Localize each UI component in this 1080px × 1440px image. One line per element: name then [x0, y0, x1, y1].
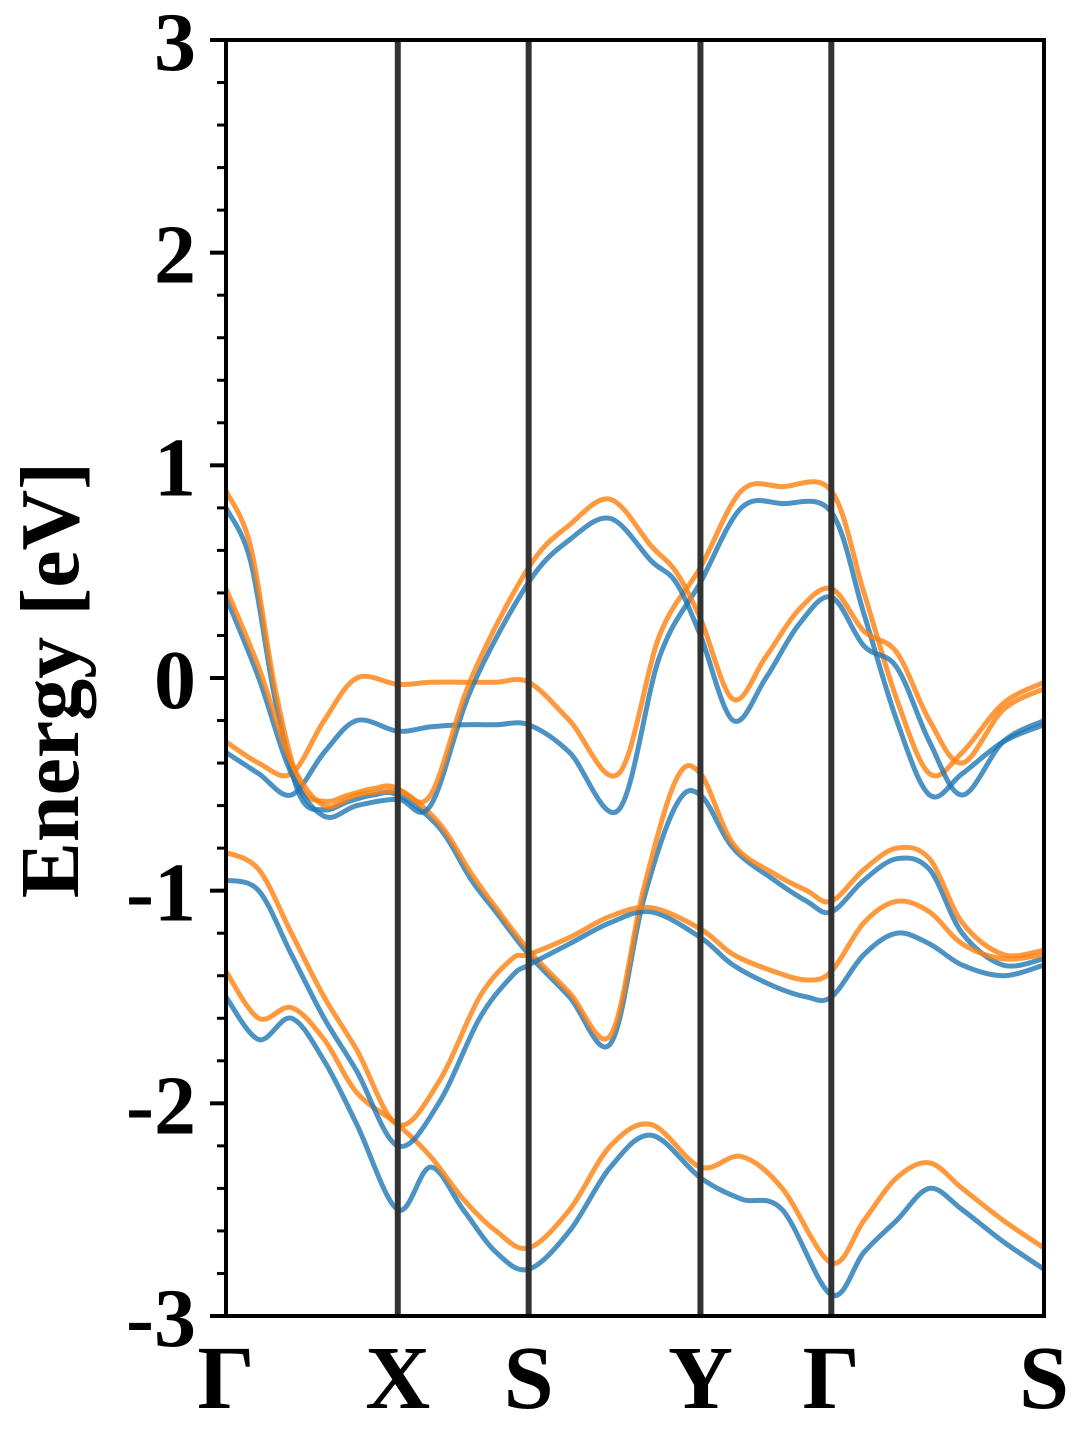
- y-tick-label: 0: [154, 634, 196, 727]
- band-series-9: [226, 877, 1044, 1149]
- kpoint-label-1: X: [365, 1329, 430, 1428]
- high-symmetry-lines: [394, 40, 835, 1316]
- kpoint-label-0: Γ: [197, 1329, 254, 1428]
- band-series-10: [226, 850, 1044, 1128]
- band-series-4: [226, 479, 1044, 779]
- y-axis-ticks: 3 2 1 0 -1 -2 -3: [126, 0, 226, 1365]
- y-tick-label: -1: [126, 847, 196, 940]
- kpoint-label-4: Γ: [803, 1329, 860, 1428]
- band-series-3: [226, 498, 1044, 815]
- kpoint-label-3: Y: [668, 1329, 733, 1428]
- band-series-6: [226, 496, 1044, 810]
- y-tick-label: 2: [154, 209, 196, 302]
- band-series-8: [226, 970, 1044, 1266]
- band-series-2: [226, 489, 1044, 1042]
- y-tick-label: -3: [126, 1272, 196, 1365]
- y-axis-title: Energy [eV]: [4, 462, 97, 898]
- kpoint-label-5: S: [1019, 1329, 1069, 1428]
- band-series-7: [226, 995, 1044, 1299]
- band-lines: [226, 479, 1044, 1299]
- y-tick-label: 3: [154, 0, 196, 89]
- kpoint-label-2: S: [504, 1329, 554, 1428]
- band-series-1: [226, 506, 1044, 1050]
- y-tick-label: 1: [154, 421, 196, 514]
- band-series-5: [226, 515, 1044, 820]
- y-tick-label: -2: [126, 1059, 196, 1152]
